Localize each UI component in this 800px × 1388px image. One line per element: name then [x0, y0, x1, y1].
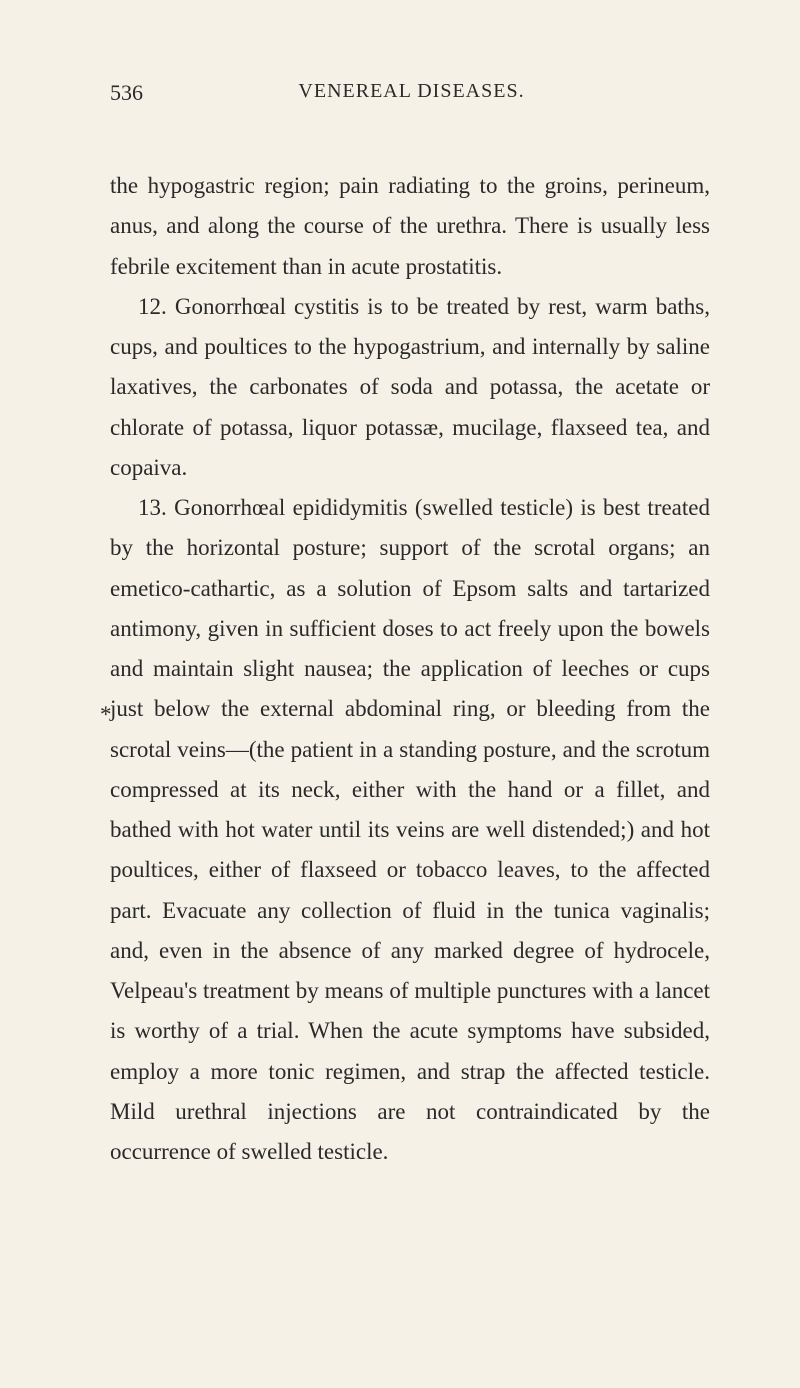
paragraph-3: * 13. Gonorrhœal epididymitis (swelled t…: [110, 488, 710, 1172]
page-header: 536 VENEREAL DISEASES.: [110, 80, 710, 106]
page-number: 536: [110, 80, 143, 106]
header-spacer: [680, 80, 710, 106]
paragraph-2: 12. Gonorrhœal cystitis is to be treated…: [110, 287, 710, 488]
margin-asterisk: *: [72, 695, 112, 735]
paragraph-1: the hypogastric region; pain radiating t…: [110, 166, 710, 287]
body-text: the hypogastric region; pain radiating t…: [110, 166, 710, 1172]
paragraph-3-text: 13. Gonorrhœal epididymitis (swelled tes…: [110, 495, 710, 1164]
running-title: VENEREAL DISEASES.: [298, 80, 524, 106]
